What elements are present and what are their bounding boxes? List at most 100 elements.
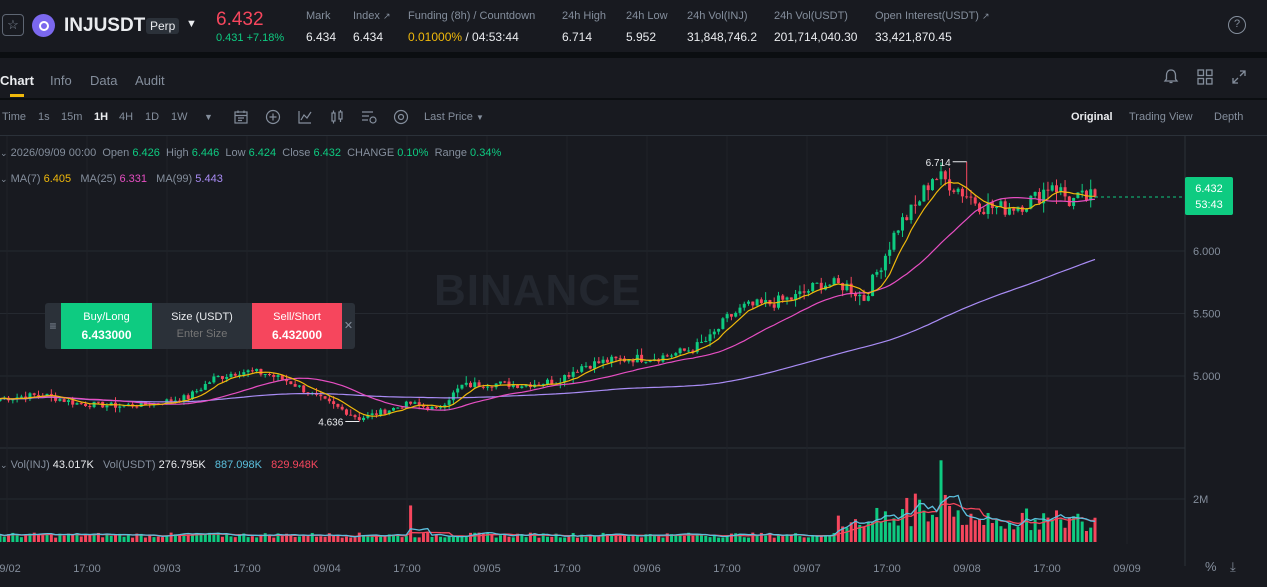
tab-info[interactable]: Info [50, 73, 72, 88]
stat-index[interactable]: Index ↗ 6.434 [353, 10, 391, 44]
volume-bar [208, 532, 212, 542]
candlestick-chart[interactable]: 6.000 5.500 5.000 2M 09/02 17:00 09/03 17:00 09/… [0, 136, 1267, 587]
tab-data[interactable]: Data [90, 73, 118, 88]
candle-body [789, 297, 793, 300]
volume-bar [293, 537, 297, 542]
candle-body [640, 354, 644, 362]
line-chart-icon[interactable] [296, 108, 314, 126]
candle-body [593, 361, 597, 369]
favorite-star-icon[interactable]: ☆ [2, 14, 24, 36]
bell-icon[interactable] [1162, 68, 1180, 86]
more-timeframes-icon[interactable]: ▼ [204, 112, 213, 122]
stat-open-interest[interactable]: Open Interest(USDT) ↗ 33,421,870.45 [875, 10, 990, 44]
ma25-line [0, 196, 1096, 411]
candle-body [456, 388, 460, 393]
volume-bar [340, 537, 344, 542]
view-original[interactable]: Original [1071, 111, 1113, 123]
candle-body [1025, 208, 1029, 212]
collapse-icon[interactable]: ⌄ [0, 174, 8, 184]
candle-body [755, 299, 759, 306]
external-link-icon[interactable]: ↗ [382, 11, 391, 21]
volume-bar [537, 537, 541, 542]
candlestick-icon[interactable] [328, 108, 346, 126]
tab-audit[interactable]: Audit [135, 73, 165, 88]
timeframe-1s[interactable]: 1s [38, 111, 50, 123]
symbol-name[interactable]: INJUSDT [64, 15, 146, 36]
candle-body [973, 197, 977, 204]
timeframe-4h[interactable]: 4H [119, 111, 134, 123]
candle-body [670, 355, 674, 357]
candle-body [597, 361, 601, 364]
calendar-icon[interactable] [232, 108, 250, 126]
drag-handle-icon[interactable]: ≡ [49, 319, 57, 333]
external-link-icon[interactable]: ↗ [981, 11, 990, 21]
timeframe-1w[interactable]: 1W [171, 111, 188, 123]
candle-body [785, 297, 789, 300]
tab-chart[interactable]: Chart [0, 73, 34, 88]
layout-grid-icon[interactable] [1196, 68, 1214, 86]
auto-scale-icon[interactable]: ⤓ [1230, 559, 1236, 574]
timeframe-time[interactable]: Time [2, 111, 27, 123]
symbol-dropdown-icon[interactable]: ▼ [186, 18, 197, 30]
candle-body [421, 405, 425, 407]
percent-scale-icon[interactable]: % [1205, 559, 1217, 574]
chart-settings-icon[interactable] [360, 108, 378, 126]
volume-bar [285, 533, 289, 542]
volume-bar [396, 534, 400, 542]
candle-body [644, 361, 648, 363]
timeframe-1d[interactable]: 1D [145, 111, 160, 123]
candle-body [918, 201, 922, 206]
volume-bar [969, 513, 973, 542]
volume-bar [806, 537, 810, 542]
size-input[interactable] [154, 328, 250, 340]
fullscreen-icon[interactable] [1230, 68, 1248, 86]
volume-bar [105, 533, 109, 542]
quick-trade-widget[interactable]: ≡ Buy/Long 6.433000 Size (USDT) Sell/Sho… [45, 303, 355, 349]
volume-bar [824, 536, 828, 542]
candle-body [661, 355, 665, 362]
timeframe-15m[interactable]: 15m [61, 111, 83, 123]
candle-body [892, 232, 896, 250]
y-tick-label: 5.000 [1193, 371, 1221, 383]
candle-body [563, 375, 567, 383]
collapse-icon[interactable]: ⌄ [0, 148, 8, 158]
volume-bar [503, 533, 507, 542]
volume-bar [584, 536, 588, 542]
candle-body [400, 407, 404, 409]
price-type-select[interactable]: Last Price ▼ [424, 111, 484, 123]
close-icon[interactable]: ✕ [343, 320, 354, 332]
volume-bar [66, 533, 70, 542]
candle-body [588, 365, 592, 369]
view-depth[interactable]: Depth [1214, 111, 1244, 123]
candle-body [362, 417, 366, 421]
volume-bar [357, 532, 361, 542]
buy-long-button[interactable]: Buy/Long 6.433000 [61, 303, 152, 349]
volume-bar [421, 533, 425, 542]
volume-bar [280, 536, 284, 542]
volume-bar [913, 493, 917, 542]
gear-icon[interactable] [392, 108, 410, 126]
x-tick-label: 09/08 [953, 563, 981, 575]
timeframe-1h[interactable]: 1H [94, 111, 109, 123]
volume-bar [764, 535, 768, 542]
volume-info[interactable]: ⌄ Vol(INJ) 43.017K Vol(USDT) 276.795K 88… [0, 459, 319, 471]
volume-bar [712, 535, 716, 542]
add-indicator-icon[interactable] [264, 108, 282, 126]
chart-area[interactable]: 6.000 5.500 5.000 2M 09/02 17:00 09/03 17:00 09/… [0, 136, 1267, 587]
view-trading-view[interactable]: Trading View [1129, 111, 1193, 123]
collapse-icon[interactable]: ⌄ [0, 460, 8, 470]
candle-body [79, 403, 83, 405]
candle-body [691, 350, 695, 353]
ohlc-info: ⌄ 2026/09/09 00:00 Open 6.426 High 6.446… [0, 147, 502, 159]
candle-body [1042, 189, 1046, 204]
volume-bar [888, 522, 892, 542]
volume-bar [507, 536, 511, 542]
candle-body [36, 394, 40, 396]
ma-info[interactable]: ⌄ MA(7) 6.405 MA(25) 6.331 MA(99) 5.443 [0, 173, 223, 185]
volume-bar [755, 535, 759, 542]
help-icon[interactable]: ? [1228, 16, 1246, 34]
volume-bar [990, 523, 994, 542]
size-field[interactable]: Size (USDT) [152, 303, 252, 349]
candle-body [704, 341, 708, 343]
sell-short-button[interactable]: Sell/Short 6.432000 [252, 303, 342, 349]
